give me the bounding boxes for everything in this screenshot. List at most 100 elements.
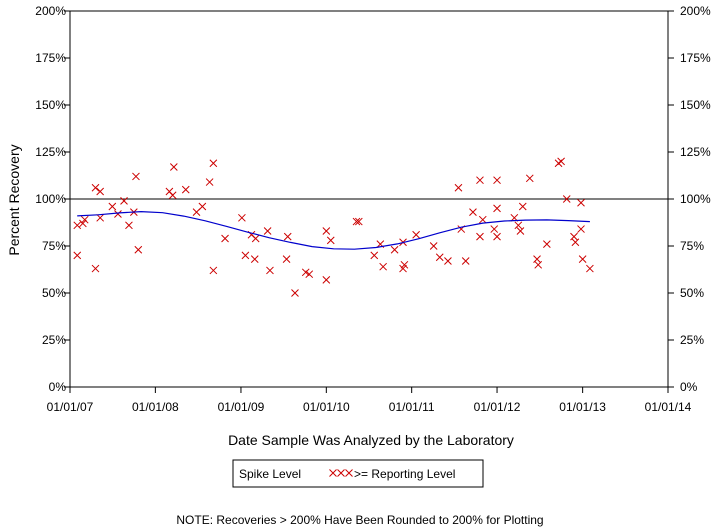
legend-label-spike-level: Spike Level	[239, 467, 301, 481]
data-point	[577, 198, 585, 207]
x-tick-label: 01/01/10	[303, 400, 350, 414]
data-point	[108, 202, 117, 211]
data-point	[525, 174, 534, 183]
data-point	[516, 227, 525, 235]
data-point	[205, 178, 214, 186]
data-point	[469, 208, 477, 217]
data-point	[266, 266, 274, 275]
x-axis-title: Date Sample Was Analyzed by the Laborato…	[228, 432, 514, 448]
legend-marker-x-icon	[329, 469, 353, 477]
data-point	[571, 238, 580, 247]
data-point	[134, 245, 143, 254]
data-point	[390, 245, 399, 254]
axes: 0% 0% 25% 25% 50% 50% 75% 75% 100% 100% 125% 125% 15…	[35, 4, 711, 414]
y-tick-label-right: 125%	[680, 145, 711, 159]
y-tick-label-left: 50%	[42, 286, 66, 300]
y-tick-label-left: 75%	[42, 239, 66, 253]
data-point	[476, 232, 484, 241]
y-tick-label-right: 100%	[680, 192, 711, 206]
data-point	[354, 217, 363, 226]
y-tick-label-left: 175%	[35, 51, 66, 65]
data-point	[326, 236, 335, 245]
y-tick-label-right: 150%	[680, 98, 711, 112]
data-point	[263, 227, 272, 235]
x-tick-label: 01/01/11	[389, 400, 435, 414]
data-point	[429, 242, 438, 250]
data-point	[493, 232, 501, 241]
y-tick-label-right: 175%	[680, 51, 711, 65]
data-point	[543, 240, 551, 248]
data-point	[476, 176, 484, 185]
data-point	[370, 251, 379, 260]
data-point	[91, 183, 100, 192]
y-tick-label-left: 25%	[42, 333, 66, 347]
data-point	[577, 225, 585, 233]
data-point	[209, 159, 218, 168]
spike-level-line	[77, 210, 590, 250]
data-point	[493, 176, 501, 185]
data-point	[412, 230, 420, 239]
data-point	[80, 215, 89, 224]
data-point	[221, 234, 229, 243]
data-point	[250, 255, 259, 264]
y-tick-label-right: 0%	[680, 380, 698, 394]
data-point	[241, 251, 250, 260]
data-point	[91, 264, 100, 273]
data-point	[435, 253, 444, 262]
x-tick-label: 01/01/08	[132, 400, 179, 414]
y-tick-label-right: 50%	[680, 286, 704, 300]
y-tick-label-left: 0%	[49, 380, 67, 394]
data-point	[518, 202, 527, 211]
legend-x-mark	[345, 469, 353, 477]
data-point	[461, 257, 470, 265]
x-tick-label: 01/01/12	[474, 400, 521, 414]
data-point	[322, 275, 331, 284]
data-point	[322, 227, 331, 235]
data-point	[168, 191, 177, 200]
x-tick-label: 01/01/07	[47, 400, 94, 414]
data-point	[586, 264, 594, 273]
data-point	[251, 234, 260, 243]
y-tick-label-left: 200%	[35, 4, 66, 18]
legend-label-reporting-level: >= Reporting Level	[354, 467, 455, 481]
data-point	[570, 232, 578, 241]
y-axis-title: Percent Recovery	[6, 144, 22, 255]
data-point	[198, 202, 207, 211]
x-tick-label: 01/01/13	[559, 400, 606, 414]
data-point	[534, 260, 543, 269]
data-point	[114, 210, 122, 218]
y-tick-label-right: 75%	[680, 239, 704, 253]
y-tick-label-left: 150%	[35, 98, 66, 112]
data-point	[291, 289, 299, 297]
y-tick-label-left: 100%	[35, 192, 66, 206]
data-point	[478, 215, 487, 224]
plot-area	[70, 157, 668, 297]
data-point	[379, 262, 388, 271]
data-point	[352, 217, 361, 226]
data-point	[282, 255, 291, 264]
data-point	[238, 213, 246, 222]
data-point	[514, 221, 523, 230]
data-point	[493, 204, 501, 213]
data-point	[301, 268, 310, 277]
data-point	[557, 157, 565, 166]
data-point	[73, 251, 82, 260]
data-point	[444, 257, 452, 265]
data-point	[169, 163, 178, 171]
y-tick-label-right: 25%	[680, 333, 704, 347]
data-point	[96, 187, 105, 196]
data-point	[209, 266, 218, 275]
data-point	[490, 225, 499, 233]
data-point	[125, 221, 133, 230]
data-point	[283, 232, 292, 241]
y-tick-label-right: 200%	[680, 4, 711, 18]
legend-box	[232, 459, 484, 488]
data-point	[578, 255, 587, 264]
legend: Spike Level >= Reporting Level	[232, 459, 484, 488]
legend-x-mark	[329, 469, 337, 477]
x-tick-label: 01/01/09	[218, 400, 265, 414]
x-tick-label: 01/01/14	[645, 400, 692, 414]
plot-note: NOTE: Recoveries > 200% Have Been Rounde…	[176, 513, 543, 527]
y-tick-label-left: 125%	[35, 145, 66, 159]
